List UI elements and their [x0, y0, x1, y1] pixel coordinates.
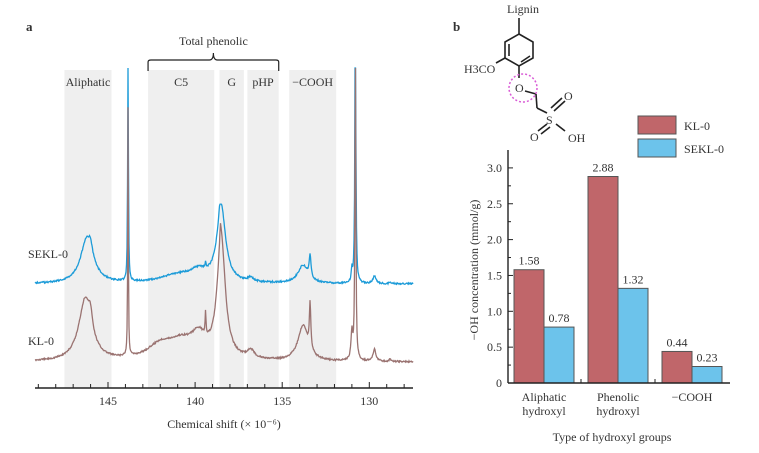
highlight-circle	[508, 73, 538, 103]
x-tick-label: 140	[186, 394, 204, 408]
panel-label-b: b	[453, 19, 460, 34]
category-label: Aliphatic	[522, 390, 567, 404]
structure-label-s: S	[546, 113, 553, 127]
series-label-kl: KL-0	[28, 334, 54, 348]
panel-label-a: a	[26, 19, 33, 34]
legend-swatch-sekl	[637, 138, 677, 158]
double-bond	[537, 123, 548, 132]
region-band	[247, 70, 279, 388]
legend-label-kl: KL-0	[684, 119, 710, 133]
y-tick-label: 0	[496, 376, 502, 390]
y-tick-label: 1.5	[487, 268, 502, 282]
x-axis-a: 145 140 135 130	[35, 382, 413, 408]
bar-value-label: 0.78	[549, 311, 570, 325]
spectrum-sekl-0	[34, 67, 414, 286]
x-tick-label: 135	[273, 394, 291, 408]
double-bond	[520, 55, 531, 63]
structure-label-o-bottom: O	[530, 130, 539, 144]
axes-b: 0 0.5 1.0 1.5 2.0 2.5 3.0	[487, 150, 730, 390]
region-band	[289, 70, 337, 388]
bar-value-label: 1.32	[623, 272, 644, 286]
bracket-label: Total phenolic	[179, 34, 248, 48]
chemical-structure	[495, 18, 566, 135]
y-tick-label: 2.5	[487, 197, 502, 211]
category-label-line2: hydroxyl	[596, 404, 640, 418]
category-label: −COOH	[672, 390, 713, 404]
double-bond	[550, 97, 563, 109]
x-tick-label: 130	[360, 394, 378, 408]
legend-swatch-kl	[637, 115, 677, 135]
double-bond	[540, 126, 551, 135]
structure-label-lignin: Lignin	[507, 2, 539, 16]
structure-label-ether-o: O	[515, 81, 524, 95]
bar-value-label: 0.44	[667, 335, 688, 349]
bond	[536, 107, 548, 114]
bar-sekl-0	[543, 326, 575, 384]
bar-kl-0	[513, 269, 545, 384]
bond	[535, 93, 538, 109]
region-label: C5	[174, 75, 188, 89]
bar-kl-0	[661, 350, 693, 384]
bars: 1.580.78Aliphatichydroxyl2.881.32Phenoli…	[513, 161, 723, 418]
bond	[495, 57, 506, 64]
category-label: Phenolic	[597, 390, 639, 404]
region-label: pHP	[252, 75, 274, 89]
legend: KL-0 SEKL-0	[637, 115, 724, 158]
y-tick-label: 2.0	[487, 233, 502, 247]
y-axis-label-b: −OH concentration (mmol/g)	[467, 200, 481, 341]
x-tick-label: 145	[99, 394, 117, 408]
structure-label-h3co: H3CO	[464, 62, 496, 76]
double-bond	[553, 100, 566, 112]
bracket-line	[147, 52, 280, 71]
structure-label-o-top: O	[564, 89, 573, 103]
structure-label-oh: OH	[568, 131, 586, 145]
total-phenolic-bracket: Total phenolic	[147, 34, 280, 71]
spectrum-kl-0	[34, 67, 414, 364]
x-axis-label-b: Type of hydroxyl groups	[553, 430, 672, 444]
region-label: G	[227, 75, 236, 89]
category-label-line2: hydroxyl	[522, 404, 566, 418]
region-band	[219, 70, 244, 388]
x-axis-label-a: Chemical shift (× 10⁻⁶)	[167, 417, 281, 431]
spectra	[34, 67, 414, 364]
series-label-sekl: SEKL-0	[28, 247, 68, 261]
bar-sekl-0	[617, 287, 649, 384]
y-tick-label: 0.5	[487, 340, 502, 354]
bar-kl-0	[587, 176, 619, 384]
bar-value-label: 0.23	[697, 351, 718, 365]
region-label: Aliphatic	[66, 75, 111, 89]
bar-sekl-0	[691, 366, 723, 384]
bar-value-label: 2.88	[593, 161, 614, 175]
bond	[555, 123, 566, 132]
region-band	[64, 70, 112, 388]
legend-label-sekl: SEKL-0	[684, 142, 724, 156]
y-tick-label: 1.0	[487, 304, 502, 318]
y-tick-label: 3.0	[487, 161, 502, 175]
bar-value-label: 1.58	[519, 254, 540, 268]
bond	[524, 90, 537, 95]
region-label: −COOH	[292, 75, 333, 89]
